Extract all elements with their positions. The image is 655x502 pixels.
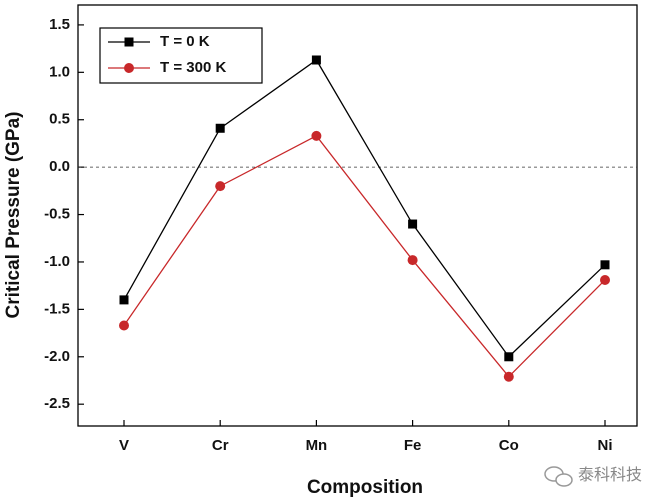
data-point (311, 55, 321, 65)
x-tick-label: Fe (404, 437, 422, 454)
data-point (119, 320, 129, 331)
data-point (600, 274, 610, 285)
watermark: 泰科科技 (578, 466, 642, 484)
data-point (408, 219, 418, 229)
legend-marker (124, 63, 134, 73)
series-line (123, 135, 606, 378)
y-tick-label: -1.5 (44, 300, 70, 317)
plot-frame (77, 4, 638, 427)
x-tick-label: Cr (212, 437, 229, 454)
x-tick-label: Co (499, 437, 519, 454)
data-point (119, 295, 129, 305)
y-axis-title: Critical Pressure (GPa) (3, 112, 24, 319)
data-point (504, 352, 514, 362)
legend-label: T = 0 K (160, 33, 210, 50)
data-point (503, 371, 514, 382)
legend-label: T = 300 K (160, 59, 226, 76)
legend-box (99, 27, 263, 84)
y-tick-label: -2.0 (44, 348, 70, 365)
y-tick-label: 1.0 (49, 63, 70, 80)
legend-marker (124, 37, 134, 47)
watermark-icon (544, 466, 573, 487)
x-axis-title: Composition (307, 477, 423, 498)
x-tick-label: Mn (306, 437, 328, 454)
x-tick-label: V (119, 437, 129, 454)
y-tick-label: -0.5 (44, 206, 70, 223)
y-tick-label: 0.0 (49, 158, 70, 175)
y-tick-label: -1.0 (44, 253, 70, 270)
y-tick-label: 1.5 (49, 16, 70, 33)
series-line (123, 59, 606, 358)
data-point (215, 123, 225, 133)
y-tick-label: 0.5 (49, 111, 70, 128)
data-point (311, 130, 322, 141)
data-point (407, 255, 418, 266)
data-point (600, 260, 610, 270)
y-tick-label: -2.5 (44, 395, 70, 412)
data-point (215, 181, 226, 192)
x-tick-label: Ni (598, 437, 613, 454)
